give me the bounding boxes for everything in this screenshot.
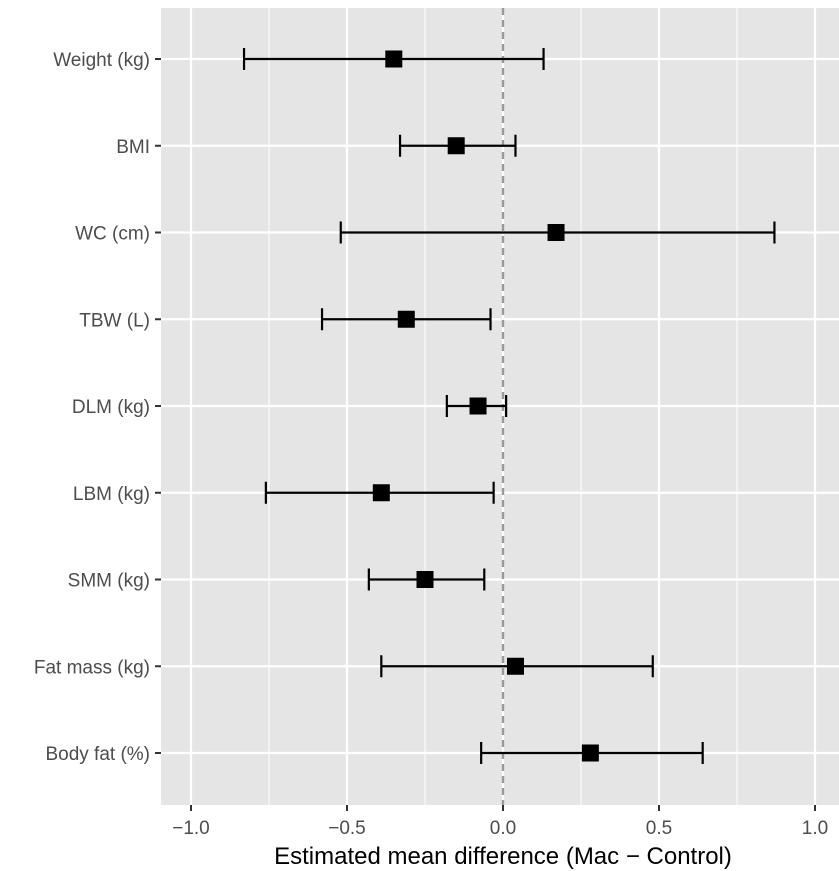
x-tick-label: 1.0 [802,818,828,839]
point-estimate [469,397,487,415]
y-tick-label: BMI [116,137,150,158]
y-tick-label: Fat mass (kg) [34,657,150,678]
y-tick-label: LBM (kg) [73,484,150,505]
y-tick-label: WC (cm) [75,224,150,245]
y-axis: Weight (kg) BMI WC (cm) TBW (L) DLM (kg) LBM … [34,50,161,765]
x-axis-label: Estimated mean difference (Mac − Control… [274,843,732,870]
y-tick-label: SMM (kg) [68,571,150,592]
y-tick-label: Body fat (%) [45,744,150,765]
point-estimates [372,50,599,762]
x-tick-label: 0.0 [490,818,516,839]
point-estimate [372,484,390,502]
x-tick-label: −1.0 [172,818,210,839]
y-tick-label: Weight (kg) [53,50,150,71]
x-tick-label: 0.5 [646,818,672,839]
x-tick-label: −0.5 [328,818,366,839]
point-estimate [397,310,415,328]
point-estimate [385,50,403,68]
y-tick-label: TBW (L) [79,310,150,331]
x-axis: −1.0 −0.5 0.0 0.5 1.0 [172,805,828,839]
point-estimate [416,571,434,588]
point-estimate [447,137,465,155]
point-estimate [506,657,524,675]
point-estimate [547,224,565,241]
y-tick-label: DLM (kg) [72,397,150,418]
point-estimate [581,744,599,762]
